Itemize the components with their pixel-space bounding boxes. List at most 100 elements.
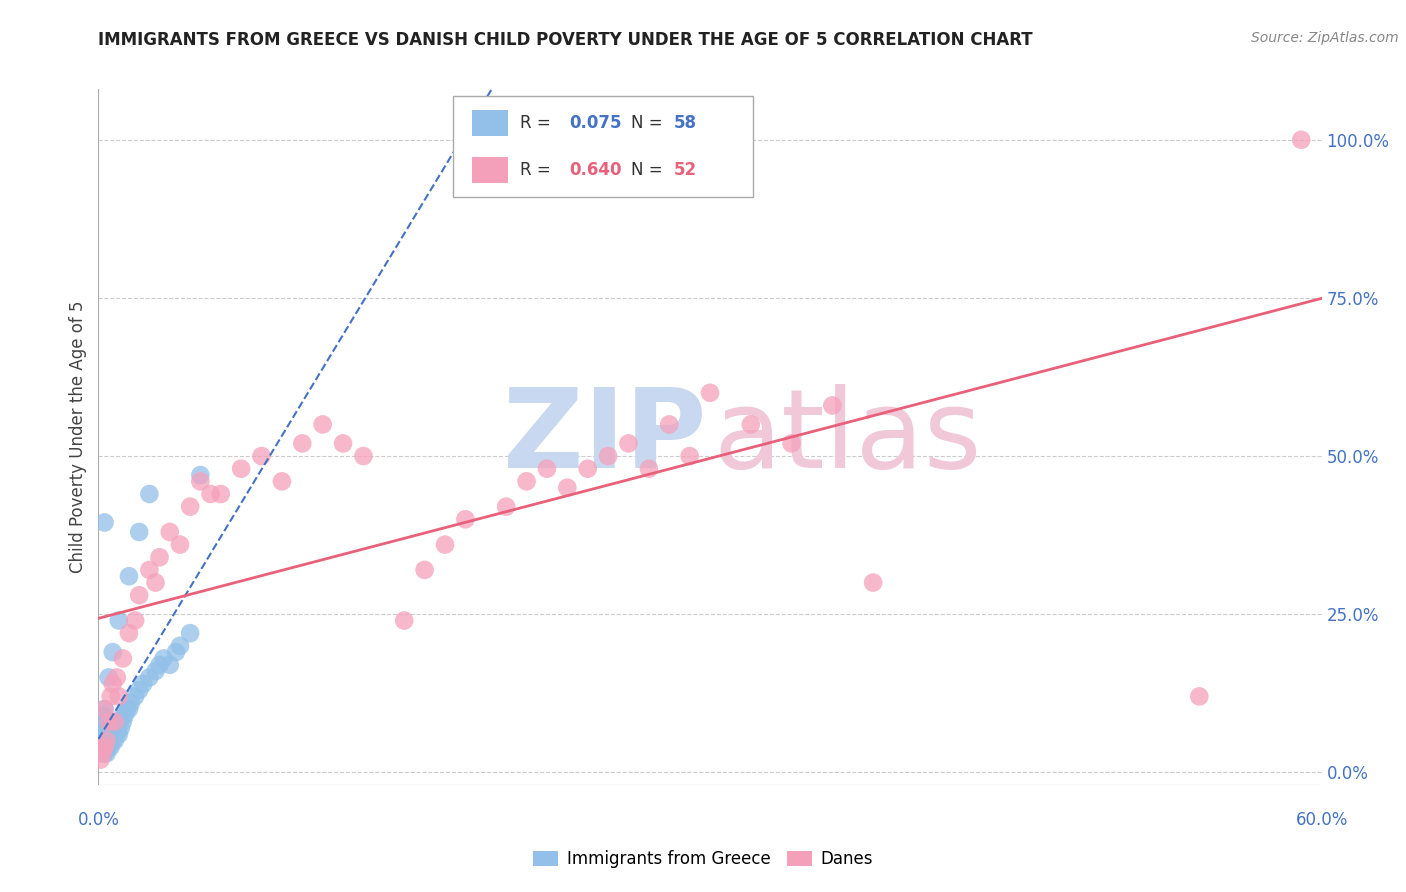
Text: IMMIGRANTS FROM GREECE VS DANISH CHILD POVERTY UNDER THE AGE OF 5 CORRELATION CH: IMMIGRANTS FROM GREECE VS DANISH CHILD P… (98, 31, 1033, 49)
Point (93, 702, 115, 716)
Point (138, 670, 160, 684)
Point (638, 461, 661, 475)
Point (188, 468, 212, 483)
Point (124, 614, 146, 628)
Point (149, 657, 172, 672)
Point (93, 739, 115, 754)
Point (104, 721, 127, 735)
Point (179, 500, 201, 514)
Point (97, 739, 120, 754)
Point (740, 417, 762, 432)
Point (91, 747, 114, 761)
Point (100, 721, 122, 735)
Point (96, 733, 118, 747)
Point (108, 714, 131, 729)
Point (89, 753, 111, 767)
Point (332, 436, 354, 450)
Point (159, 524, 181, 539)
Text: R =: R = (520, 114, 557, 132)
Point (104, 714, 127, 729)
Text: R =: R = (520, 161, 557, 179)
Point (495, 500, 517, 514)
Point (149, 550, 172, 565)
Y-axis label: Child Poverty Under the Age of 5: Child Poverty Under the Age of 5 (69, 301, 87, 574)
Point (209, 487, 232, 501)
Text: 0.640: 0.640 (569, 161, 621, 179)
Text: 0.0%: 0.0% (77, 811, 120, 829)
FancyBboxPatch shape (453, 96, 752, 197)
Point (91, 739, 114, 754)
Point (118, 702, 141, 716)
Point (108, 690, 131, 704)
Point (598, 449, 620, 463)
Point (89, 733, 111, 747)
Point (454, 512, 477, 526)
Point (124, 690, 146, 704)
Point (110, 721, 132, 735)
Point (138, 487, 160, 501)
Point (100, 690, 122, 704)
Point (89, 714, 111, 729)
Text: Source: ZipAtlas.com: Source: ZipAtlas.com (1251, 31, 1399, 45)
Point (165, 645, 187, 659)
Point (392, 614, 416, 628)
Point (1188, 690, 1211, 704)
FancyBboxPatch shape (471, 157, 508, 183)
Point (658, 417, 681, 432)
Point (434, 538, 457, 552)
Point (96, 747, 118, 761)
Point (291, 436, 314, 450)
Point (118, 626, 141, 640)
Point (179, 626, 201, 640)
Text: atlas: atlas (714, 384, 983, 491)
Point (270, 475, 294, 489)
Point (120, 696, 142, 710)
Text: ZIP: ZIP (503, 384, 706, 491)
Point (100, 733, 122, 747)
Point (93, 721, 115, 735)
Point (862, 575, 884, 590)
Point (91, 708, 114, 723)
Point (128, 683, 150, 698)
Point (105, 727, 128, 741)
Point (617, 436, 640, 450)
Point (97, 727, 120, 741)
Point (780, 436, 803, 450)
Legend: Immigrants from Greece, Danes: Immigrants from Greece, Danes (526, 844, 880, 875)
Point (138, 563, 160, 577)
Text: 52: 52 (673, 161, 696, 179)
Text: N =: N = (630, 114, 668, 132)
Point (101, 677, 124, 691)
Point (114, 708, 136, 723)
FancyBboxPatch shape (471, 110, 508, 136)
Point (145, 664, 167, 678)
Point (115, 702, 138, 716)
Point (576, 461, 599, 475)
Point (89, 739, 111, 754)
Point (169, 639, 191, 653)
Point (97, 670, 120, 684)
Point (152, 651, 174, 665)
Point (159, 657, 181, 672)
Point (93, 727, 115, 741)
Point (108, 614, 131, 628)
Point (105, 670, 128, 684)
Point (96, 739, 118, 754)
Point (132, 677, 155, 691)
Point (101, 733, 124, 747)
Point (93, 747, 115, 761)
Point (104, 733, 127, 747)
Point (200, 487, 222, 501)
Point (231, 461, 253, 475)
Point (93, 702, 115, 716)
Point (111, 708, 134, 723)
Point (536, 461, 558, 475)
Point (101, 645, 124, 659)
Point (97, 714, 120, 729)
Text: 58: 58 (673, 114, 696, 132)
Point (188, 475, 212, 489)
Point (105, 721, 128, 735)
Point (169, 538, 191, 552)
Point (96, 733, 118, 747)
Point (91, 733, 114, 747)
